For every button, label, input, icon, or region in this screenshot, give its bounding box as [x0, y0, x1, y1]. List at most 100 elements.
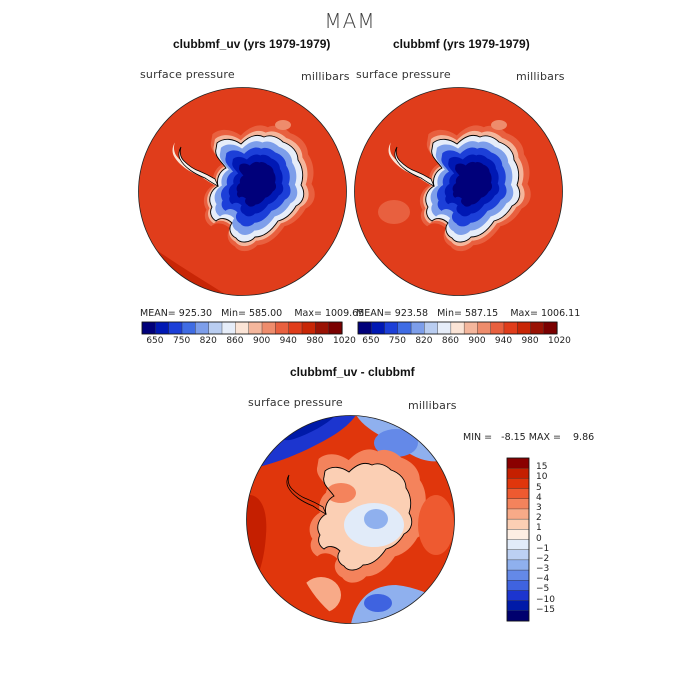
- colorbar-tick-label: 4: [536, 492, 542, 503]
- colorbar-tick-label: −1: [536, 543, 550, 554]
- colorbar-tick-label: 15: [536, 462, 548, 473]
- colorbar-swatch: [235, 321, 250, 335]
- colorbar-swatch: [506, 610, 530, 622]
- right-colorbar-ticks: 650 750 820 860 900 940 980 1020: [358, 336, 571, 348]
- colorbar-swatch: [384, 321, 399, 335]
- colorbar-swatch: [288, 321, 303, 335]
- colorbar-tick-label: −10: [536, 594, 555, 605]
- colorbar-tick-label: 1020: [548, 336, 571, 346]
- colorbar-swatch: [506, 529, 530, 541]
- right-mean-label: MEAN=: [356, 308, 392, 319]
- right-colorbar: [357, 321, 558, 335]
- map-border: [246, 415, 455, 624]
- peninsula-fill: [394, 147, 434, 186]
- colorbar-swatch: [506, 539, 530, 551]
- diff-field-label: surface pressure: [248, 396, 343, 409]
- coastline: [209, 134, 305, 243]
- colorbar-swatch: [543, 321, 558, 335]
- colorbar-swatch: [168, 321, 183, 335]
- left-colorbar: [141, 321, 343, 335]
- colorbar-swatch: [155, 321, 170, 335]
- colorbar-swatch: [506, 569, 530, 581]
- colorbar-swatch: [506, 467, 530, 479]
- colorbar-tick-label: 860: [226, 336, 244, 346]
- left-mean-label: MEAN=: [140, 308, 176, 319]
- colorbar-frame: [506, 457, 530, 622]
- colorbar-tick-label: 5: [536, 482, 542, 493]
- left-mean-value: 925.30: [178, 308, 213, 319]
- peninsula-coastline: [286, 474, 327, 515]
- colorbar-swatch: [530, 321, 545, 335]
- peninsula-fill: [178, 147, 218, 186]
- colorbar-swatch: [506, 457, 530, 469]
- left-min-label: Min=: [221, 308, 246, 319]
- colorbar-swatch: [506, 508, 530, 520]
- colorbar-swatch: [506, 478, 530, 490]
- colorbar-tick-label: 750: [388, 336, 406, 346]
- diff-min-max: MIN = -8.15 MAX = 9.86: [463, 432, 595, 443]
- colorbar-swatch: [506, 549, 530, 561]
- left-colorbar-ticks: 650 750 820 860 900 940 980 1020: [142, 336, 356, 348]
- right-stats: MEAN= 923.58 Min= 587.15 Max= 1006.11: [356, 308, 580, 319]
- diff-panel-title: clubbmf_uv - clubbmf: [290, 365, 415, 379]
- left-max-value: 1009.65: [324, 308, 365, 319]
- right-mean-value: 923.58: [394, 308, 429, 319]
- colorbar-tick-label: 900: [253, 336, 271, 346]
- colorbar-swatch: [516, 321, 532, 335]
- right-units-label: millibars: [516, 70, 565, 83]
- colorbar-swatch: [141, 321, 156, 335]
- negative-core-south: [364, 594, 392, 612]
- left-stats: MEAN= 925.30 Min= 585.00 Max= 1009.65: [140, 308, 364, 319]
- colorbar-tick-label: 3: [536, 502, 542, 513]
- colorbar-tick-label: 0: [536, 533, 542, 544]
- positive-east: [418, 495, 454, 555]
- colorbar-swatch: [371, 321, 386, 335]
- colorbar-tick-label: −2: [536, 553, 550, 564]
- colorbar-tick-label: 900: [468, 336, 486, 346]
- colorbar-swatch: [208, 321, 223, 335]
- colorbar-swatch: [450, 321, 465, 335]
- diff-colorbar-labels: 15 10 5 4 3 2 1 0 −1 −2 −3 −4 −5 −10 −15: [536, 458, 576, 621]
- colorbar-swatch: [490, 321, 505, 335]
- coastline: [425, 134, 521, 243]
- colorbar-tick-label: 650: [146, 336, 164, 346]
- colorbar-swatch: [506, 590, 530, 602]
- colorbar-swatch: [328, 321, 343, 335]
- colorbar-swatch: [506, 600, 530, 612]
- colorbar-swatch: [463, 321, 478, 335]
- colorbar-swatch: [410, 321, 425, 335]
- colorbar-swatch: [506, 488, 530, 500]
- colorbar-tick-label: 750: [173, 336, 191, 346]
- colorbar-tick-label: 820: [415, 336, 433, 346]
- left-max-label: Max=: [294, 308, 322, 319]
- colorbar-tick-label: 2: [536, 513, 542, 524]
- colorbar-swatch: [315, 321, 330, 335]
- colorbar-tick-label: −5: [536, 584, 550, 595]
- diff-polar-map: [246, 415, 455, 624]
- positive-west: [246, 450, 346, 624]
- peninsula-coastline: [394, 146, 435, 187]
- colorbar-tick-label: 940: [279, 336, 297, 346]
- pressure-patch: [275, 120, 291, 130]
- colorbar-swatch: [506, 559, 530, 571]
- colorbar-swatch: [248, 321, 263, 335]
- ice-core: [452, 161, 493, 207]
- right-panel-title: clubbmf (yrs 1979-1979): [393, 37, 530, 51]
- colorbar-swatch: [506, 518, 530, 530]
- colorbar-tick-label: 10: [536, 472, 548, 483]
- colorbar-frame: [357, 321, 558, 335]
- colorbar-swatch: [437, 321, 452, 335]
- map-border: [354, 87, 563, 296]
- season-title: MAM: [324, 9, 376, 33]
- diff-colorbar: [506, 457, 530, 622]
- map-border: [138, 87, 347, 296]
- colorbar-tick-label: 650: [362, 336, 380, 346]
- left-field-label: surface pressure: [140, 68, 235, 81]
- right-polar-map: [354, 87, 563, 296]
- left-min-value: 585.00: [248, 308, 283, 319]
- pressure-anomaly: [378, 200, 410, 224]
- right-max-value: 1006.11: [540, 308, 581, 319]
- colorbar-swatch: [506, 580, 530, 591]
- colorbar-swatch: [221, 321, 236, 335]
- colorbar-swatch: [275, 321, 290, 335]
